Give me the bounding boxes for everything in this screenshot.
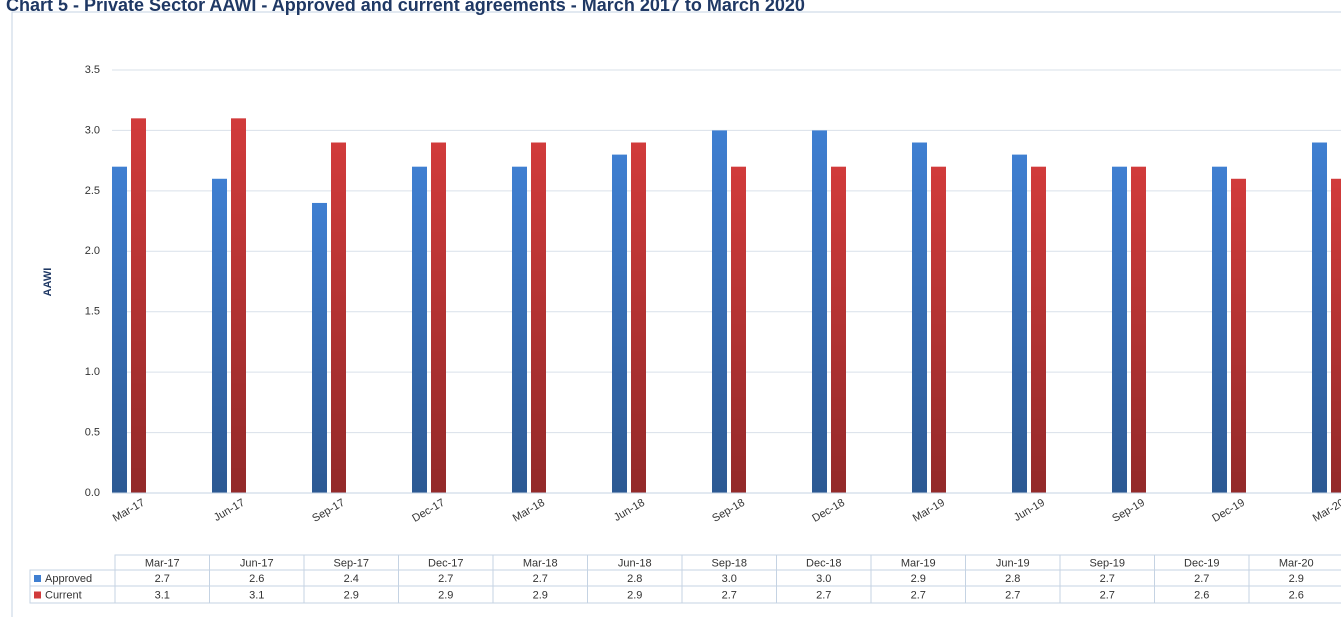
table-value: 2.9 <box>344 589 359 601</box>
x-tick-label: Jun-19 <box>1012 497 1047 524</box>
y-tick-label: 0.0 <box>85 487 100 499</box>
table-header: Jun-18 <box>618 557 652 569</box>
table-value: 2.9 <box>438 589 453 601</box>
chart-frame <box>11 11 1341 617</box>
table-value: 2.4 <box>344 573 359 585</box>
x-tick-label: Jun-17 <box>212 497 247 524</box>
x-tick-label: Mar-19 <box>911 497 947 525</box>
table-value: 2.6 <box>1289 589 1304 601</box>
table-header: Mar-17 <box>145 557 180 569</box>
bar-shade <box>1031 166 1046 493</box>
table-value: 2.7 <box>438 573 453 585</box>
bar-shade <box>912 142 927 493</box>
bar-shade <box>1331 178 1341 493</box>
table-cell <box>1248 585 1341 604</box>
chart-title: Chart 5 - Private Sector AAWI - Approved… <box>6 0 805 15</box>
table-header: Mar-19 <box>901 557 936 569</box>
bar-shade <box>131 118 146 493</box>
x-tick-label: Mar-17 <box>111 497 147 525</box>
x-tick-label: Sep-18 <box>710 497 747 525</box>
table-value: 2.9 <box>627 589 642 601</box>
table-header: Sep-17 <box>334 557 369 569</box>
bar-shade <box>931 166 946 493</box>
x-tick-label: Dec-17 <box>410 497 447 525</box>
bar-shade <box>412 166 427 493</box>
table-value: 2.8 <box>1005 573 1020 585</box>
table-value: 3.0 <box>816 573 831 585</box>
table-value: 2.6 <box>1194 589 1209 601</box>
table-value: 2.9 <box>911 573 926 585</box>
x-tick-label: Mar-20 <box>1311 497 1341 525</box>
table-header: Mar-18 <box>523 557 558 569</box>
legend-swatch <box>34 591 41 599</box>
bar-shade <box>431 142 446 493</box>
y-axis-label: AAWI <box>42 268 54 297</box>
table-header: Dec-19 <box>1184 557 1219 569</box>
table-cell <box>29 585 116 604</box>
table-value: 2.7 <box>1005 589 1020 601</box>
table-value: 2.7 <box>911 589 926 601</box>
x-tick-label: Mar-18 <box>511 497 547 525</box>
x-tick-label: Jun-18 <box>612 497 647 524</box>
y-tick-label: 3.5 <box>85 64 100 76</box>
bar-shade <box>1231 178 1246 493</box>
bar-shade <box>1131 166 1146 493</box>
bar-shade <box>331 142 346 493</box>
y-tick-label: 1.5 <box>85 306 100 318</box>
table-value: 2.7 <box>816 589 831 601</box>
bar-shade <box>312 202 327 493</box>
table-value: 2.7 <box>722 589 737 601</box>
table-value: 2.7 <box>1100 573 1115 585</box>
y-tick-label: 2.0 <box>85 245 100 257</box>
table-value: 2.6 <box>249 573 264 585</box>
table-value: 3.0 <box>722 573 737 585</box>
table-header: Jun-17 <box>240 557 274 569</box>
table-value: 3.1 <box>249 589 264 601</box>
bar-shade <box>512 166 527 493</box>
bar-shade <box>812 130 827 493</box>
legend-label: Approved <box>45 573 92 585</box>
bar-shade <box>712 130 727 493</box>
table-header: Sep-18 <box>712 557 747 569</box>
x-tick-label: Sep-17 <box>310 497 347 525</box>
bar-shade <box>1312 142 1327 493</box>
table-value: 3.1 <box>155 589 170 601</box>
x-tick-label: Dec-18 <box>810 497 847 525</box>
table-value: 2.8 <box>627 573 642 585</box>
bar-shade <box>831 166 846 493</box>
bar-shade <box>112 166 127 493</box>
table-header: Dec-18 <box>806 557 841 569</box>
table-header: Sep-19 <box>1090 557 1125 569</box>
table-header: Jun-19 <box>996 557 1030 569</box>
y-tick-label: 2.5 <box>85 185 100 197</box>
bar-shade <box>731 166 746 493</box>
table-value: 2.7 <box>155 573 170 585</box>
table-value: 2.7 <box>533 573 548 585</box>
table-header: Mar-20 <box>1279 557 1314 569</box>
table-value: 2.9 <box>1289 573 1304 585</box>
bar-shade <box>231 118 246 493</box>
bar-shade <box>631 142 646 493</box>
x-tick-label: Sep-19 <box>1110 497 1147 525</box>
y-tick-label: 0.5 <box>85 426 100 438</box>
table-value: 2.9 <box>533 589 548 601</box>
y-tick-label: 1.0 <box>85 366 100 378</box>
bar-shade <box>531 142 546 493</box>
table-value: 2.7 <box>1100 589 1115 601</box>
y-tick-label: 3.0 <box>85 124 100 136</box>
bar-shade <box>1112 166 1127 493</box>
x-tick-label: Dec-19 <box>1210 497 1247 525</box>
table-value: 2.7 <box>1194 573 1209 585</box>
bar-shade <box>612 154 627 493</box>
bar-shade <box>1012 154 1027 493</box>
bar-shade <box>1212 166 1227 493</box>
legend-swatch <box>34 575 41 582</box>
table-header: Dec-17 <box>428 557 463 569</box>
legend-label: Current <box>45 589 82 601</box>
bar-shade <box>212 178 227 493</box>
